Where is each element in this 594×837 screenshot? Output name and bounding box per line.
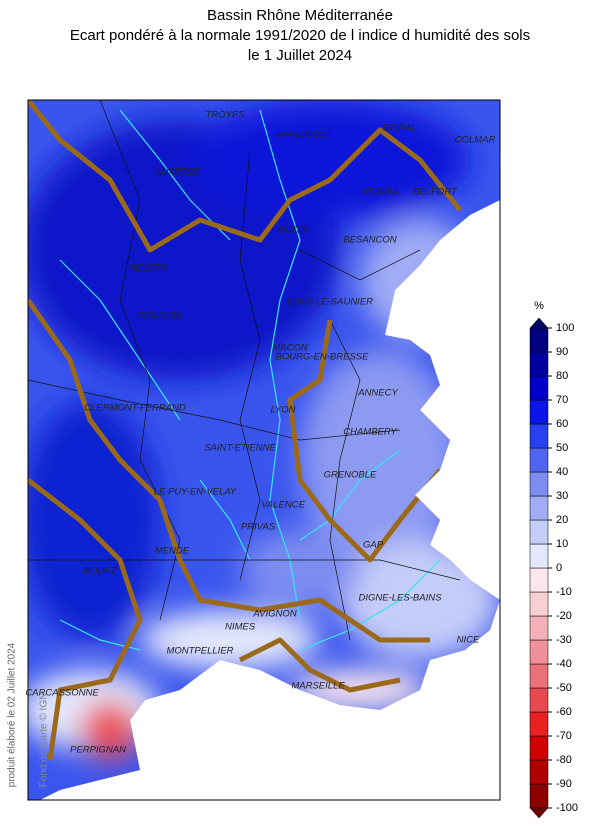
city-label: DIGNE-LES-BAINS (359, 593, 443, 604)
colorbar-segment (529, 495, 549, 521)
colorbar-segment (529, 735, 549, 761)
colorbar-segment (529, 783, 549, 809)
city-label: COLMAR (455, 135, 496, 146)
produced-date: produit élaboré le 02 Juillet 2024 (7, 642, 18, 787)
colorbar-tick-label: 20 (556, 514, 568, 526)
colorbar-tick-label: -100 (556, 802, 578, 814)
city-label: MONTPELLIER (166, 646, 233, 657)
city-label: ANNECY (357, 388, 398, 399)
city-label: CHAMBERY (343, 427, 397, 438)
colorbar-tick-label: 60 (556, 418, 568, 430)
city-label: BELFORT (413, 187, 458, 198)
city-label: AVIGNON (252, 609, 296, 620)
city-label: VALENCE (261, 500, 305, 511)
city-label: NICE (457, 635, 480, 646)
city-label: CARCASSONNE (25, 688, 99, 699)
city-label: CLERMONT-FERRAND (84, 403, 186, 414)
colorbar-segment (529, 351, 549, 377)
colorbar-segment (529, 447, 549, 473)
city-label: MARSEILLE (291, 681, 345, 692)
colorbar-tick-label: -20 (556, 610, 572, 622)
city-label: VESOUL (363, 187, 402, 198)
colorbar-tick-label: 0 (556, 562, 562, 574)
colorbar-tick-label: -80 (556, 754, 572, 766)
title: Ecart pondéré à la normale 1991/2020 de … (70, 27, 530, 44)
credit: Fond de Carte © IGN (39, 693, 50, 788)
colorbar-tick-label: -30 (556, 634, 572, 646)
colorbar-tick-label: 50 (556, 442, 568, 454)
colorbar-tick-label: 10 (556, 538, 568, 550)
city-label: EPINAL (383, 123, 417, 134)
colorbar-tick-label: 30 (556, 490, 568, 502)
city-label: CHAUMONT (278, 130, 334, 141)
colorbar-bottom (529, 807, 549, 819)
colorbar-tick-label: -10 (556, 586, 572, 598)
colorbar-segment (529, 327, 549, 353)
colorbar-tick-label: -40 (556, 658, 572, 670)
city-label: PRIVAS (241, 522, 276, 533)
city-label: SAINT-ETIENNE (204, 443, 276, 454)
colorbar: -100-90-80-70-60-50-40-30-20-10010203040… (529, 300, 578, 819)
city-label: BOURG-EN-BRESSE (276, 352, 370, 363)
colorbar-segment (529, 687, 549, 713)
colorbar-segment (529, 591, 549, 617)
city-labels: TROYES CHAUMONT EPINAL COLMAR AUXERRE VESOUL B… (25, 110, 495, 756)
city-label: MOULINS (138, 311, 182, 322)
colorbar-segment (529, 639, 549, 665)
colorbar-segment (529, 567, 549, 593)
colorbar-segment (529, 399, 549, 425)
colorbar-segment (529, 519, 549, 545)
city-label: MACON (272, 343, 308, 354)
colorbar-segment (529, 471, 549, 497)
colorbar-tick-label: -70 (556, 730, 572, 742)
city-label: NIMES (225, 622, 256, 633)
city-label: NEVERS (128, 263, 168, 274)
city-label: GRENOBLE (324, 470, 377, 481)
colorbar-tick-label: 90 (556, 346, 568, 358)
colorbar-top (529, 317, 549, 329)
map-frame (27, 99, 501, 801)
colorbar-unit: % (534, 300, 544, 312)
colorbar-segment (529, 711, 549, 737)
city-label: LYON (271, 405, 296, 416)
city-label: PERPIGNAN (70, 745, 126, 756)
colorbar-segment (529, 543, 549, 569)
city-label: RODEZ (83, 566, 117, 577)
colorbar-tick-label: 100 (556, 322, 574, 334)
colorbar-segment (529, 375, 549, 401)
city-label: GAP (363, 540, 384, 551)
colorbar-tick-label: 70 (556, 394, 568, 406)
city-label: LONS-LE-SAUNIER (287, 297, 373, 308)
colorbar-tick-label: -60 (556, 706, 572, 718)
city-label: LE PUY-EN-VELAY (154, 487, 237, 498)
colorbar-segment (529, 759, 549, 785)
title: le 1 Juillet 2024 (248, 47, 352, 64)
colorbar-segment (529, 615, 549, 641)
colorbar-segment (529, 663, 549, 689)
city-label: BESANCON (343, 235, 396, 246)
colorbar-tick-label: 40 (556, 466, 568, 478)
colorbar-tick-label: -90 (556, 778, 572, 790)
city-label: DIJON (279, 225, 308, 236)
city-label: TROYES (205, 110, 245, 121)
map (28, 100, 500, 800)
colorbar-tick-label: -50 (556, 682, 572, 694)
colorbar-tick-label: 80 (556, 370, 568, 382)
city-label: AUXERRE (154, 167, 202, 178)
city-label: MENDE (155, 546, 190, 557)
title: Bassin Rhône Méditerranée (207, 7, 393, 24)
colorbar-segment (529, 423, 549, 449)
